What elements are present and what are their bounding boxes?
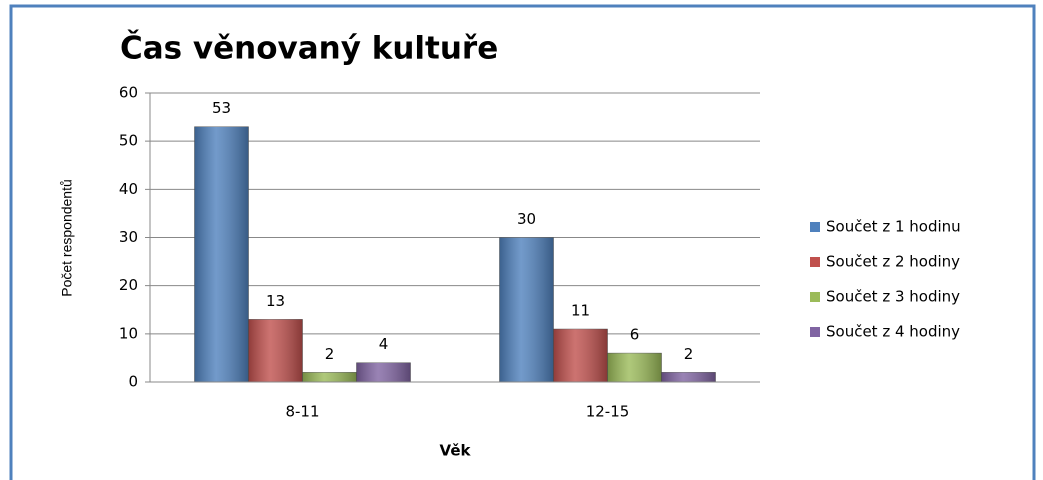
data-label: 4 [379, 335, 389, 353]
bar-shade [607, 353, 662, 382]
data-label: 2 [684, 345, 694, 363]
y-tick-label: 10 [119, 324, 138, 342]
y-tick-label: 50 [119, 132, 138, 150]
x-axis-label: Věk [440, 442, 472, 460]
data-label: 30 [517, 210, 536, 228]
frame [9, 4, 1036, 480]
data-label: 53 [212, 99, 231, 117]
bar-shade [661, 372, 716, 382]
y-tick-label: 30 [119, 228, 138, 246]
y-tick-label: 0 [128, 373, 138, 391]
bar-shade [194, 126, 249, 382]
bar-shade [248, 319, 303, 382]
legend-swatch [810, 327, 820, 337]
y-tick-label: 40 [119, 180, 138, 198]
bar-shade [302, 372, 357, 382]
legend-swatch [810, 222, 820, 232]
x-tick-label: 8-11 [285, 403, 319, 421]
data-label: 11 [571, 302, 590, 320]
bar-shade [553, 329, 608, 382]
legend-label: Součet z 2 hodiny [826, 253, 960, 271]
data-label: 6 [630, 326, 640, 344]
chart-title: Čas věnovaný kultuře [120, 30, 498, 67]
legend-label: Součet z 1 hodinu [826, 218, 961, 236]
x-tick-label: 12-15 [586, 403, 630, 421]
legend-label: Součet z 3 hodiny [826, 288, 960, 306]
data-label: 2 [325, 345, 335, 363]
y-tick-label: 60 [119, 84, 138, 102]
y-axis-label: Počet respondentů [59, 179, 75, 297]
bar-shade [499, 237, 554, 382]
legend-swatch [810, 292, 820, 302]
legend-label: Součet z 4 hodiny [826, 323, 960, 341]
bar-shade [356, 362, 411, 382]
y-tick-label: 20 [119, 276, 138, 294]
legend-swatch [810, 257, 820, 267]
data-label: 13 [266, 292, 285, 310]
